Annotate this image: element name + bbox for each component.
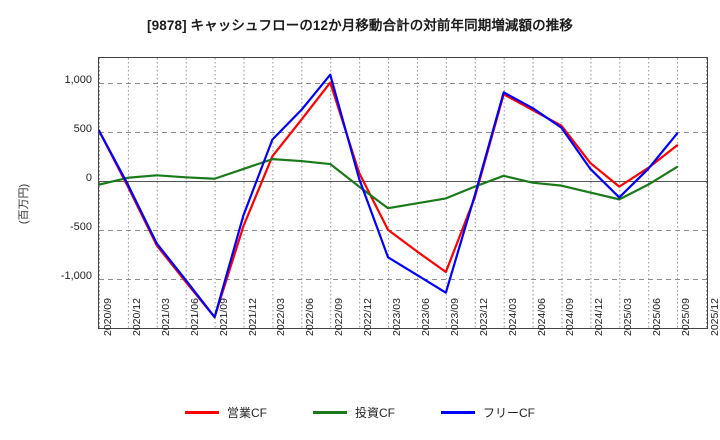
x-tick-label: 2021/09	[217, 298, 230, 336]
x-tick-label: 2022/12	[362, 298, 375, 336]
x-tick-label: 2020/12	[130, 298, 143, 336]
legend-label: 営業CF	[227, 406, 267, 420]
x-tick-label: 2020/09	[102, 298, 114, 336]
x-tick-label: 2023/12	[477, 298, 490, 336]
legend-swatch-icon	[185, 411, 219, 414]
x-tick-label: 2023/03	[391, 298, 404, 336]
y-tick-label: 0	[85, 171, 92, 184]
x-tick-label: 2025/12	[709, 298, 720, 336]
y-tick-label: -1,000	[60, 269, 92, 282]
legend-item-free[interactable]: フリーCF	[441, 404, 535, 421]
legend-label: 投資CF	[355, 406, 395, 420]
x-tick-label: 2021/06	[188, 298, 201, 336]
y-tick-label: 500	[73, 122, 92, 135]
legend-item-operating[interactable]: 営業CF	[185, 404, 267, 421]
x-tick-label: 2021/03	[159, 298, 172, 336]
legend-item-investing[interactable]: 投資CF	[313, 404, 395, 421]
x-tick-label: 2025/09	[680, 298, 693, 336]
x-tick-label: 2025/06	[651, 298, 664, 336]
chart-legend: 営業CF 投資CF フリーCF	[0, 404, 720, 421]
chart-canvas	[99, 58, 707, 328]
x-tick-label: 2024/09	[564, 298, 577, 336]
y-axis-ticks: 1,000 500 0 -500 -1,000	[30, 0, 92, 440]
x-tick-label: 2023/06	[419, 298, 432, 336]
y-tick-label: 1,000	[64, 73, 92, 86]
x-tick-label: 2023/09	[448, 298, 461, 336]
legend-swatch-icon	[313, 411, 347, 414]
x-tick-label: 2022/09	[333, 298, 346, 336]
series-line-投資CF	[99, 158, 679, 210]
plot-area	[98, 57, 708, 329]
x-tick-label: 2024/12	[593, 298, 606, 336]
legend-swatch-icon	[441, 411, 475, 414]
x-tick-label: 2022/03	[275, 298, 288, 336]
y-tick-label: -500	[69, 220, 92, 233]
x-tick-label: 2025/03	[622, 298, 635, 336]
x-tick-label: 2021/12	[246, 298, 259, 336]
x-tick-label: 2024/03	[506, 298, 519, 336]
legend-label: フリーCF	[483, 406, 535, 420]
series-line-フリーCF	[99, 73, 679, 319]
page-title: [9878] キャッシュフローの12か月移動合計の対前年同期増減額の推移	[147, 18, 573, 33]
x-tick-label: 2024/06	[535, 298, 548, 336]
x-tick-label: 2022/06	[304, 298, 317, 336]
